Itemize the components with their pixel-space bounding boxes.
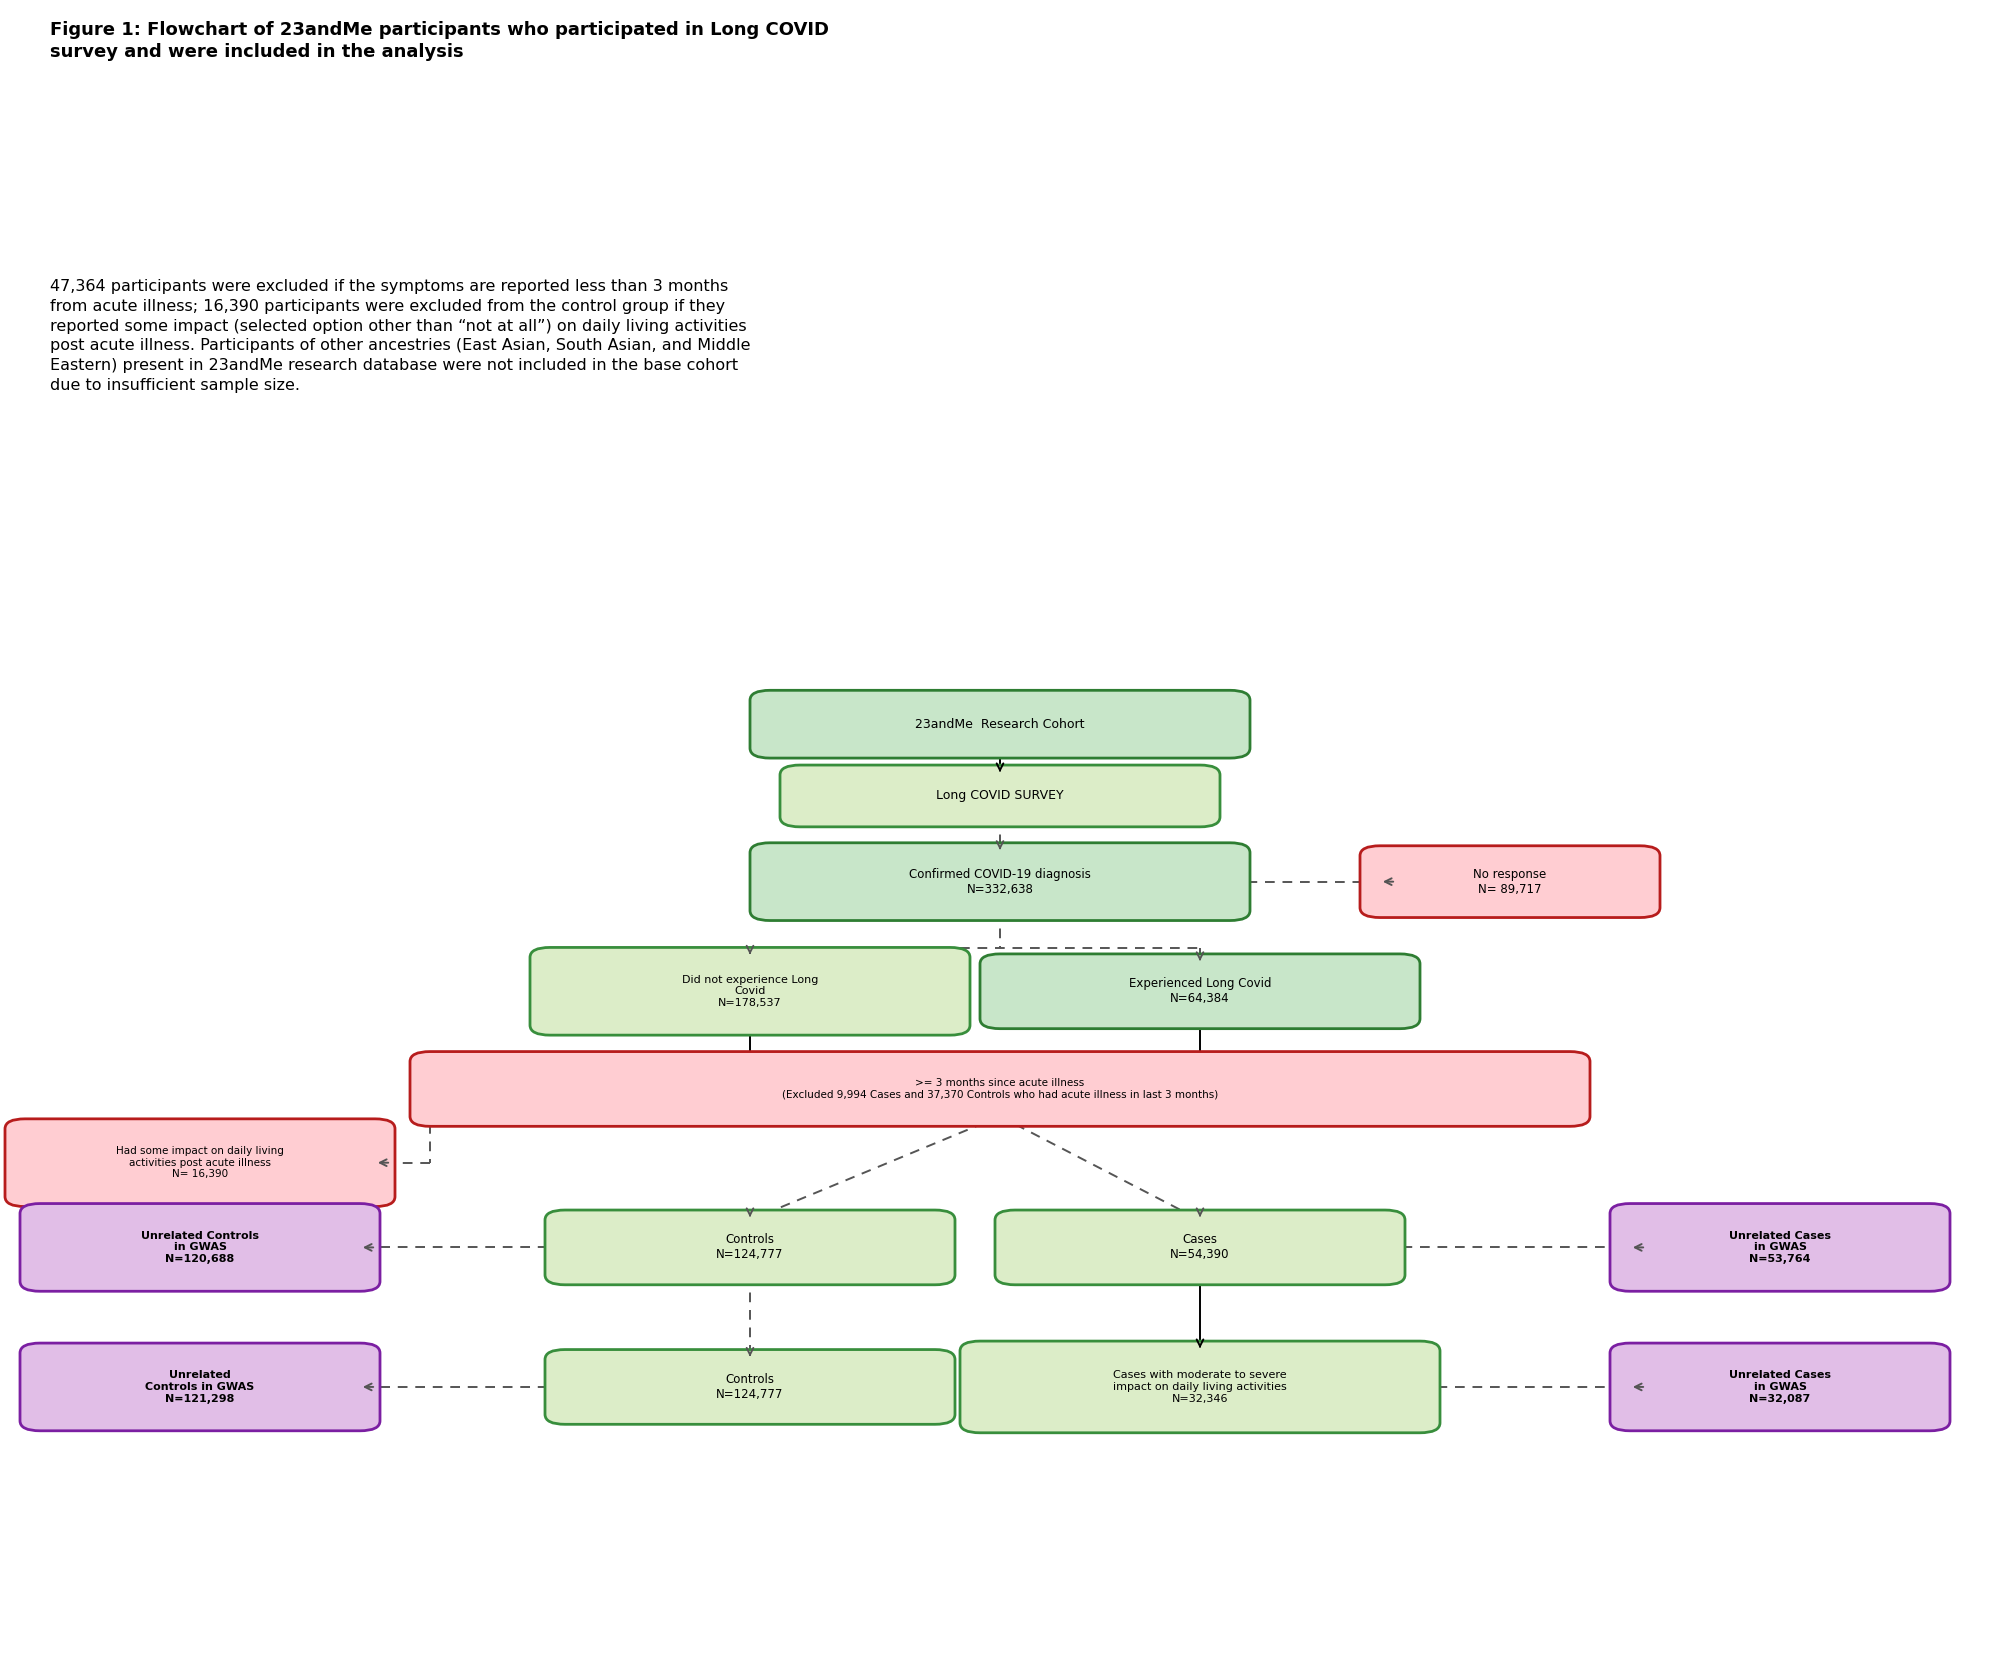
Text: Unrelated Cases
in GWAS
N=53,764: Unrelated Cases in GWAS N=53,764 — [1728, 1231, 1832, 1264]
FancyBboxPatch shape — [1610, 1204, 1950, 1291]
Text: >= 3 months since acute illness
(Excluded 9,994 Cases and 37,370 Controls who ha: >= 3 months since acute illness (Exclude… — [782, 1078, 1218, 1100]
Text: Experienced Long Covid
N=64,384: Experienced Long Covid N=64,384 — [1128, 977, 1272, 1005]
FancyBboxPatch shape — [960, 1340, 1440, 1433]
FancyBboxPatch shape — [750, 691, 1250, 757]
Text: Controls
N=124,777: Controls N=124,777 — [716, 1374, 784, 1400]
FancyBboxPatch shape — [750, 842, 1250, 920]
FancyBboxPatch shape — [410, 1051, 1590, 1126]
FancyBboxPatch shape — [544, 1209, 956, 1286]
Text: Cases
N=54,390: Cases N=54,390 — [1170, 1234, 1230, 1261]
Text: Unrelated
Controls in GWAS
N=121,298: Unrelated Controls in GWAS N=121,298 — [146, 1370, 254, 1404]
Text: Confirmed COVID-19 diagnosis
N=332,638: Confirmed COVID-19 diagnosis N=332,638 — [910, 867, 1090, 895]
FancyBboxPatch shape — [530, 947, 970, 1035]
FancyBboxPatch shape — [6, 1120, 394, 1206]
Text: Cases with moderate to severe
impact on daily living activities
N=32,346: Cases with moderate to severe impact on … — [1114, 1370, 1286, 1404]
Text: 23andMe  Research Cohort: 23andMe Research Cohort — [916, 718, 1084, 731]
FancyBboxPatch shape — [1360, 845, 1660, 917]
Text: 47,364 participants were excluded if the symptoms are reported less than 3 month: 47,364 participants were excluded if the… — [50, 279, 750, 394]
FancyBboxPatch shape — [544, 1349, 956, 1425]
Text: Long COVID SURVEY: Long COVID SURVEY — [936, 789, 1064, 802]
FancyBboxPatch shape — [994, 1209, 1404, 1286]
Text: Unrelated Cases
in GWAS
N=32,087: Unrelated Cases in GWAS N=32,087 — [1728, 1370, 1832, 1404]
Text: Unrelated Controls
in GWAS
N=120,688: Unrelated Controls in GWAS N=120,688 — [140, 1231, 260, 1264]
FancyBboxPatch shape — [20, 1344, 380, 1430]
Text: Controls
N=124,777: Controls N=124,777 — [716, 1234, 784, 1261]
Text: Figure 1: Flowchart of 23andMe participants who participated in Long COVID
surve: Figure 1: Flowchart of 23andMe participa… — [50, 22, 830, 61]
FancyBboxPatch shape — [1610, 1344, 1950, 1430]
FancyBboxPatch shape — [980, 953, 1420, 1028]
Text: No response
N= 89,717: No response N= 89,717 — [1474, 867, 1546, 895]
FancyBboxPatch shape — [20, 1204, 380, 1291]
Text: Did not experience Long
Covid
N=178,537: Did not experience Long Covid N=178,537 — [682, 975, 818, 1008]
Text: Had some impact on daily living
activities post acute illness
N= 16,390: Had some impact on daily living activiti… — [116, 1146, 284, 1179]
FancyBboxPatch shape — [780, 766, 1220, 827]
